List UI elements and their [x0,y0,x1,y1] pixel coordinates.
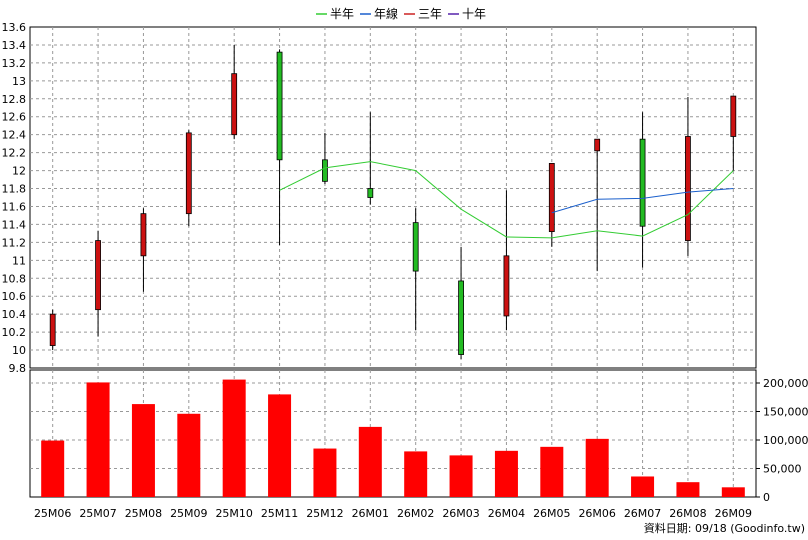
volume-bar [631,476,655,497]
x-tick-label: 26M06 [578,507,616,520]
price-tick-label: 11 [12,254,26,267]
volume-bar [222,379,246,497]
price-tick-label: 10.6 [2,290,27,303]
volume-tick-label: 150,000 [763,406,808,419]
volume-tick-label: 200,000 [763,377,808,390]
x-tick-label: 25M09 [170,507,208,520]
volume-bar [358,426,382,497]
candle-up [685,136,691,241]
candle-up [231,73,238,136]
x-tick-label: 26M09 [715,507,753,520]
volume-tick-label: 0 [763,491,770,504]
legend-item: 三年 [418,7,442,21]
candle-down [458,280,464,355]
legend-item: 十年 [462,7,486,21]
price-tick-label: 13.2 [2,57,27,70]
volume-bar [41,440,65,497]
x-tick-label: 25M07 [79,507,117,520]
volume-bar [131,404,155,497]
price-tick-label: 13.6 [2,21,27,34]
x-tick-label: 25M06 [34,507,72,520]
x-tick-label: 25M12 [306,507,344,520]
legend-item: 年線 [374,6,398,21]
candle-up [49,313,56,346]
price-tick-label: 12.4 [2,129,27,142]
volume-tick-label: 50,000 [763,463,802,476]
candle-down [322,159,328,182]
x-tick-label: 26M02 [397,507,435,520]
candle-up [95,240,101,311]
x-tick-label: 25M08 [125,507,163,520]
price-tick-label: 12.2 [2,147,27,160]
x-tick-label: 26M04 [488,507,526,520]
x-tick-label: 26M01 [352,507,390,520]
volume-tick-label: 100,000 [763,434,808,447]
candle-down [639,138,646,227]
x-tick-label: 25M10 [215,507,253,520]
price-tick-label: 12.6 [2,111,27,124]
price-tick-label: 12.8 [2,93,27,106]
candle-up [594,138,601,152]
volume-bar [540,446,564,497]
candle-down [276,51,283,161]
price-tick-label: 10.4 [2,308,27,321]
data-date-footer: 資料日期: 09/18 (Goodinfo.tw) [644,521,805,535]
candle-up [548,162,555,232]
volume-bar [721,487,745,497]
price-tick-label: 13.4 [2,39,27,52]
price-plot-area [29,26,757,369]
volume-bar [676,482,700,497]
candle-down [412,222,419,272]
candle-up [185,132,192,215]
candle-up [503,255,510,317]
price-tick-label: 10.2 [2,326,27,339]
x-tick-label: 26M05 [533,507,571,520]
price-tick-label: 9.8 [9,362,27,375]
x-tick-label: 25M11 [261,507,299,520]
volume-bar [86,382,110,497]
candle-down [367,188,374,198]
volume-bar [404,451,428,497]
price-tick-label: 11.4 [2,218,27,231]
price-tick-label: 10 [12,344,26,357]
price-tick-label: 12 [12,165,26,178]
legend-item: 半年 [330,7,354,21]
price-tick-label: 11.6 [2,200,27,213]
year-line [551,188,734,214]
volume-bar [313,448,337,497]
price-tick-label: 10.8 [2,272,27,285]
volume-bar [177,413,201,497]
volume-bar [494,450,518,497]
price-tick-label: 13 [12,75,26,88]
price-tick-label: 11.8 [2,183,27,196]
price-tick-label: 11.2 [2,236,27,249]
candle-up [730,95,737,137]
x-tick-label: 26M03 [442,507,480,520]
half-year-line [279,161,734,239]
x-tick-label: 26M07 [624,507,662,520]
candle-up [140,213,147,257]
volume-bar [585,438,609,497]
x-tick-label: 26M08 [669,507,707,520]
volume-bar [268,394,292,497]
volume-bar [449,455,473,497]
